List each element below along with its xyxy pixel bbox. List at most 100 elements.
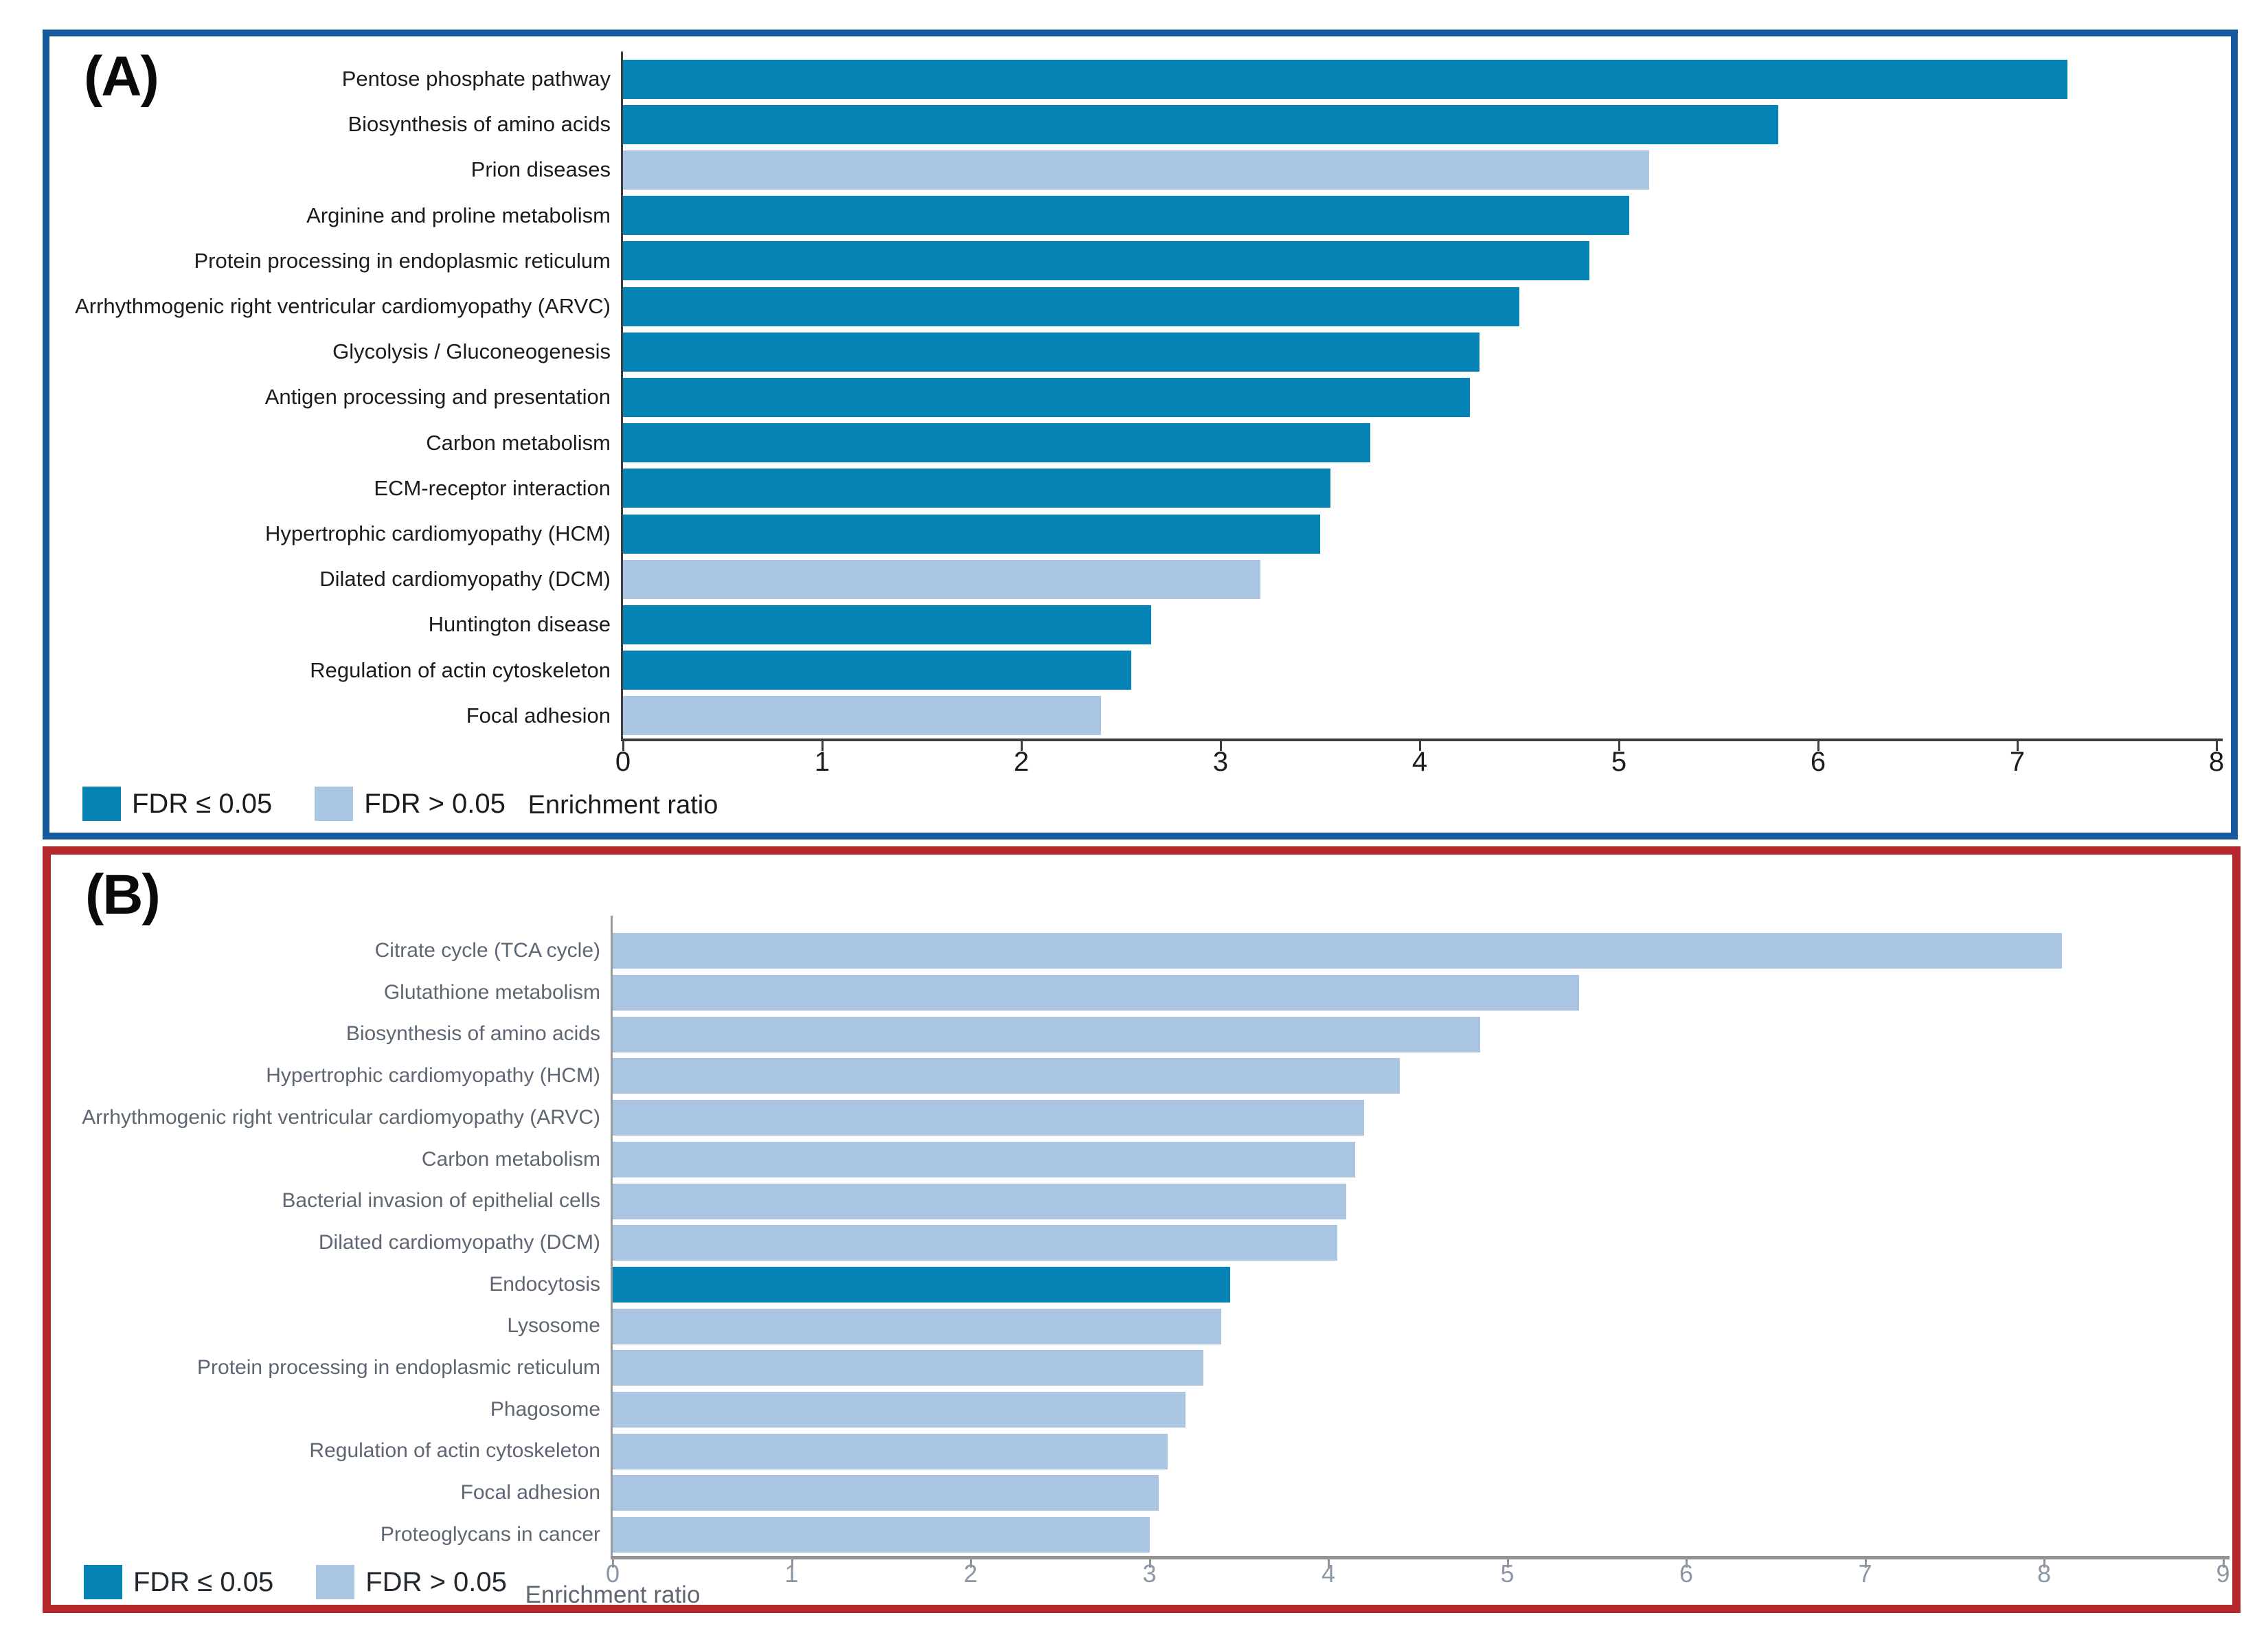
legend-swatch [82,787,121,821]
x-axis-line [611,1556,2230,1559]
legend-item: FDR ≤ 0.05 [84,1565,273,1599]
bar-fdr-significant [623,378,1470,417]
category-label: Prion diseases [470,157,611,182]
panel-A-inner: (A) FDR ≤ 0.05 FDR > 0.05 Enrichment rati… [49,36,2231,833]
bar-fdr-significant [623,469,1330,508]
x-axis-tick-label: 2 [1013,747,1030,777]
bar-fdr-significant [623,104,1778,144]
x-axis-tick [2043,1559,2045,1568]
bar-fdr-significant [623,332,1479,372]
category-label: Biosynthesis of amino acids [348,112,611,137]
category-label: Arrhythmogenic right ventricular cardiom… [82,1105,600,1129]
category-label: Regulation of actin cytoskeleton [310,657,611,682]
x-axis-tick-label: 2 [963,1559,978,1588]
bar-fdr-not-significant [613,1225,1337,1261]
bar-fdr-not-significant [613,1100,1364,1136]
x-axis-tick-label: 7 [1858,1559,1872,1588]
x-axis-tick-label: 4 [1411,747,1428,777]
category-label: Regulation of actin cytoskeleton [309,1439,600,1463]
bar-fdr-significant [623,59,2067,99]
panel-B-inner: (B) FDR ≤ 0.05 FDR > 0.05 Enrichment rati… [51,855,2232,1605]
x-axis-tick [1419,741,1421,751]
x-axis-tick-label: 3 [1142,1559,1157,1588]
bar-fdr-not-significant [613,1350,1203,1386]
bar-fdr-significant [623,605,1151,644]
x-axis-tick-label: 7 [2009,747,2026,777]
category-label: ECM-receptor interaction [374,475,611,500]
x-axis-tick-label: 1 [814,747,830,777]
legend-item: FDR ≤ 0.05 [82,787,272,821]
bar-fdr-not-significant [613,1183,1346,1219]
x-axis-tick [1220,741,1222,751]
panel-B: (B) FDR ≤ 0.05 FDR > 0.05 Enrichment rati… [43,846,2241,1613]
bar-fdr-not-significant [613,1016,1480,1052]
category-label: Arginine and proline metabolism [306,203,611,227]
bar-fdr-significant [623,196,1629,236]
bar-fdr-significant [623,286,1519,326]
bar-fdr-significant [623,514,1320,554]
x-axis-tick [1506,1559,1509,1568]
legend-swatch [84,1565,122,1599]
x-axis-line [621,739,2223,741]
category-label: Endocytosis [489,1272,600,1296]
x-axis-tick-label: 6 [1679,1559,1694,1588]
legend-item: FDR > 0.05 [315,787,506,821]
x-axis-tick-label: 1 [784,1559,799,1588]
x-axis-tick-label: 0 [615,747,631,777]
bar-fdr-not-significant [613,1141,1355,1177]
category-label: Lysosome [507,1314,600,1338]
x-axis-tick [821,741,824,751]
x-axis-tick-label: 0 [605,1559,620,1588]
category-label: Huntington disease [428,612,611,637]
x-axis-tick [612,1559,614,1568]
x-axis-tick [1148,1559,1151,1568]
category-label: Dilated cardiomyopathy (DCM) [319,567,611,591]
x-axis-tick-label: 8 [2208,747,2225,777]
legend-label: FDR > 0.05 [364,788,506,819]
legend-swatch [315,787,354,821]
category-label: Focal adhesion [460,1481,600,1504]
legend-item: FDR > 0.05 [316,1565,507,1599]
panel-label: (B) [85,864,161,926]
x-axis-label: Enrichment ratio [525,1581,701,1605]
x-axis-tick [791,1559,793,1568]
x-axis-tick-label: 4 [1321,1559,1336,1588]
panel-A: (A) FDR ≤ 0.05 FDR > 0.05 Enrichment rati… [43,30,2238,839]
bar-fdr-not-significant [613,1308,1221,1344]
category-label: Phagosome [490,1397,600,1421]
y-axis-line [621,52,623,741]
x-axis-tick [1021,741,1023,751]
bar-fdr-not-significant [623,696,1101,736]
x-axis-tick [2017,741,2019,751]
bar-fdr-not-significant [613,1475,1159,1511]
legend: FDR ≤ 0.05 FDR > 0.05 [84,1565,507,1599]
x-axis-tick-label: 5 [1611,747,1627,777]
bar-fdr-not-significant [613,1517,1150,1553]
category-label: Protein processing in endoplasmic reticu… [194,248,611,273]
category-label: Hypertrophic cardiomyopathy (HCM) [264,521,611,545]
bar-fdr-not-significant [623,150,1649,190]
panel-label: (A) [84,45,159,108]
legend: FDR ≤ 0.05 FDR > 0.05 [82,787,506,821]
category-label: Carbon metabolism [426,430,611,455]
x-axis-tick-label: 5 [1500,1559,1515,1588]
bar-fdr-not-significant [613,1392,1186,1428]
category-label: Antigen processing and presentation [264,385,611,409]
x-axis-tick [1864,1559,1867,1568]
bar-fdr-not-significant [623,559,1260,599]
category-label: Carbon metabolism [421,1147,600,1171]
x-axis-tick-label: 3 [1212,747,1229,777]
x-axis-tick-label: 6 [1810,747,1826,777]
legend-label: FDR > 0.05 [365,1566,507,1597]
category-label: Proteoglycans in cancer [380,1522,600,1546]
category-label: Dilated cardiomyopathy (DCM) [318,1230,600,1254]
x-axis-tick [1618,741,1620,751]
category-label: Focal adhesion [466,703,611,728]
y-axis-line [611,916,613,1559]
bar-fdr-significant [623,423,1370,463]
x-axis-tick-label: 9 [2216,1559,2230,1588]
category-label: Citrate cycle (TCA cycle) [374,939,600,962]
legend-swatch [316,1565,355,1599]
category-label: Arrhythmogenic right ventricular cardiom… [75,294,611,318]
bar-fdr-not-significant [613,1433,1168,1469]
